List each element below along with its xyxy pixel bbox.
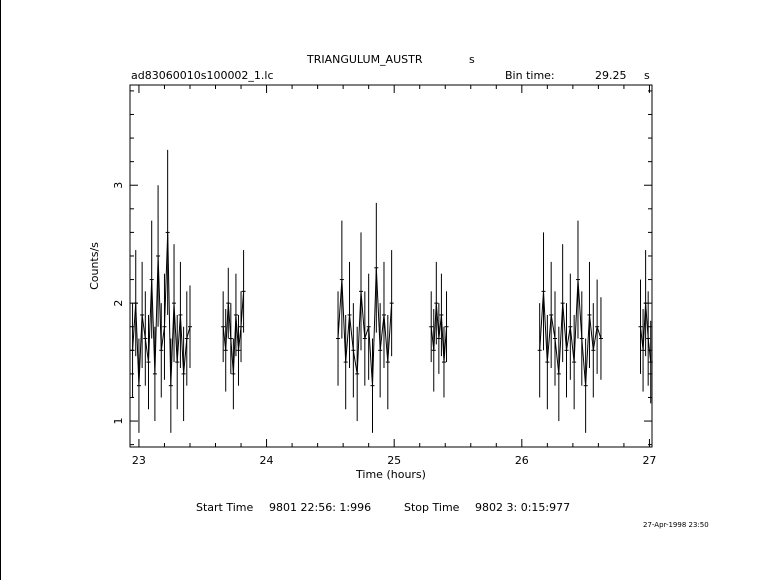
plot-frame	[129, 84, 653, 448]
stop-time-value: 9802 3: 0:15:977	[475, 501, 571, 514]
data-marks	[130, 149, 653, 433]
x-tick-label: 24	[260, 454, 274, 467]
start-time-value: 9801 22:56: 1:996	[269, 501, 372, 514]
bin-time-unit: s	[644, 69, 650, 82]
file-name: ad83060010s100002_1.lc	[131, 69, 274, 82]
bin-time-value: 29.25	[595, 69, 627, 82]
chart-title: TRIANGULUM_AUSTR	[307, 53, 423, 66]
x-tick-label: 23	[132, 454, 146, 467]
stop-time-label: Stop Time	[404, 501, 460, 514]
x-tick-label: 27	[642, 454, 656, 467]
chart-title-suffix: s	[469, 53, 475, 66]
bin-time-label: Bin time:	[505, 69, 555, 82]
y-tick-label: 1	[112, 418, 125, 425]
start-time-label: Start Time	[196, 501, 254, 514]
plot-timestamp: 27-Apr-1998 23:50	[643, 521, 709, 529]
x-axis-label: Time (hours)	[355, 468, 426, 481]
axis-ticks	[130, 85, 652, 447]
x-tick-label: 26	[515, 454, 529, 467]
y-tick-label: 2	[112, 300, 125, 307]
window-left-edge	[0, 0, 1, 580]
x-tick-label: 25	[387, 454, 401, 467]
y-axis-label: Counts/s	[88, 242, 101, 290]
y-tick-label: 3	[112, 182, 125, 189]
